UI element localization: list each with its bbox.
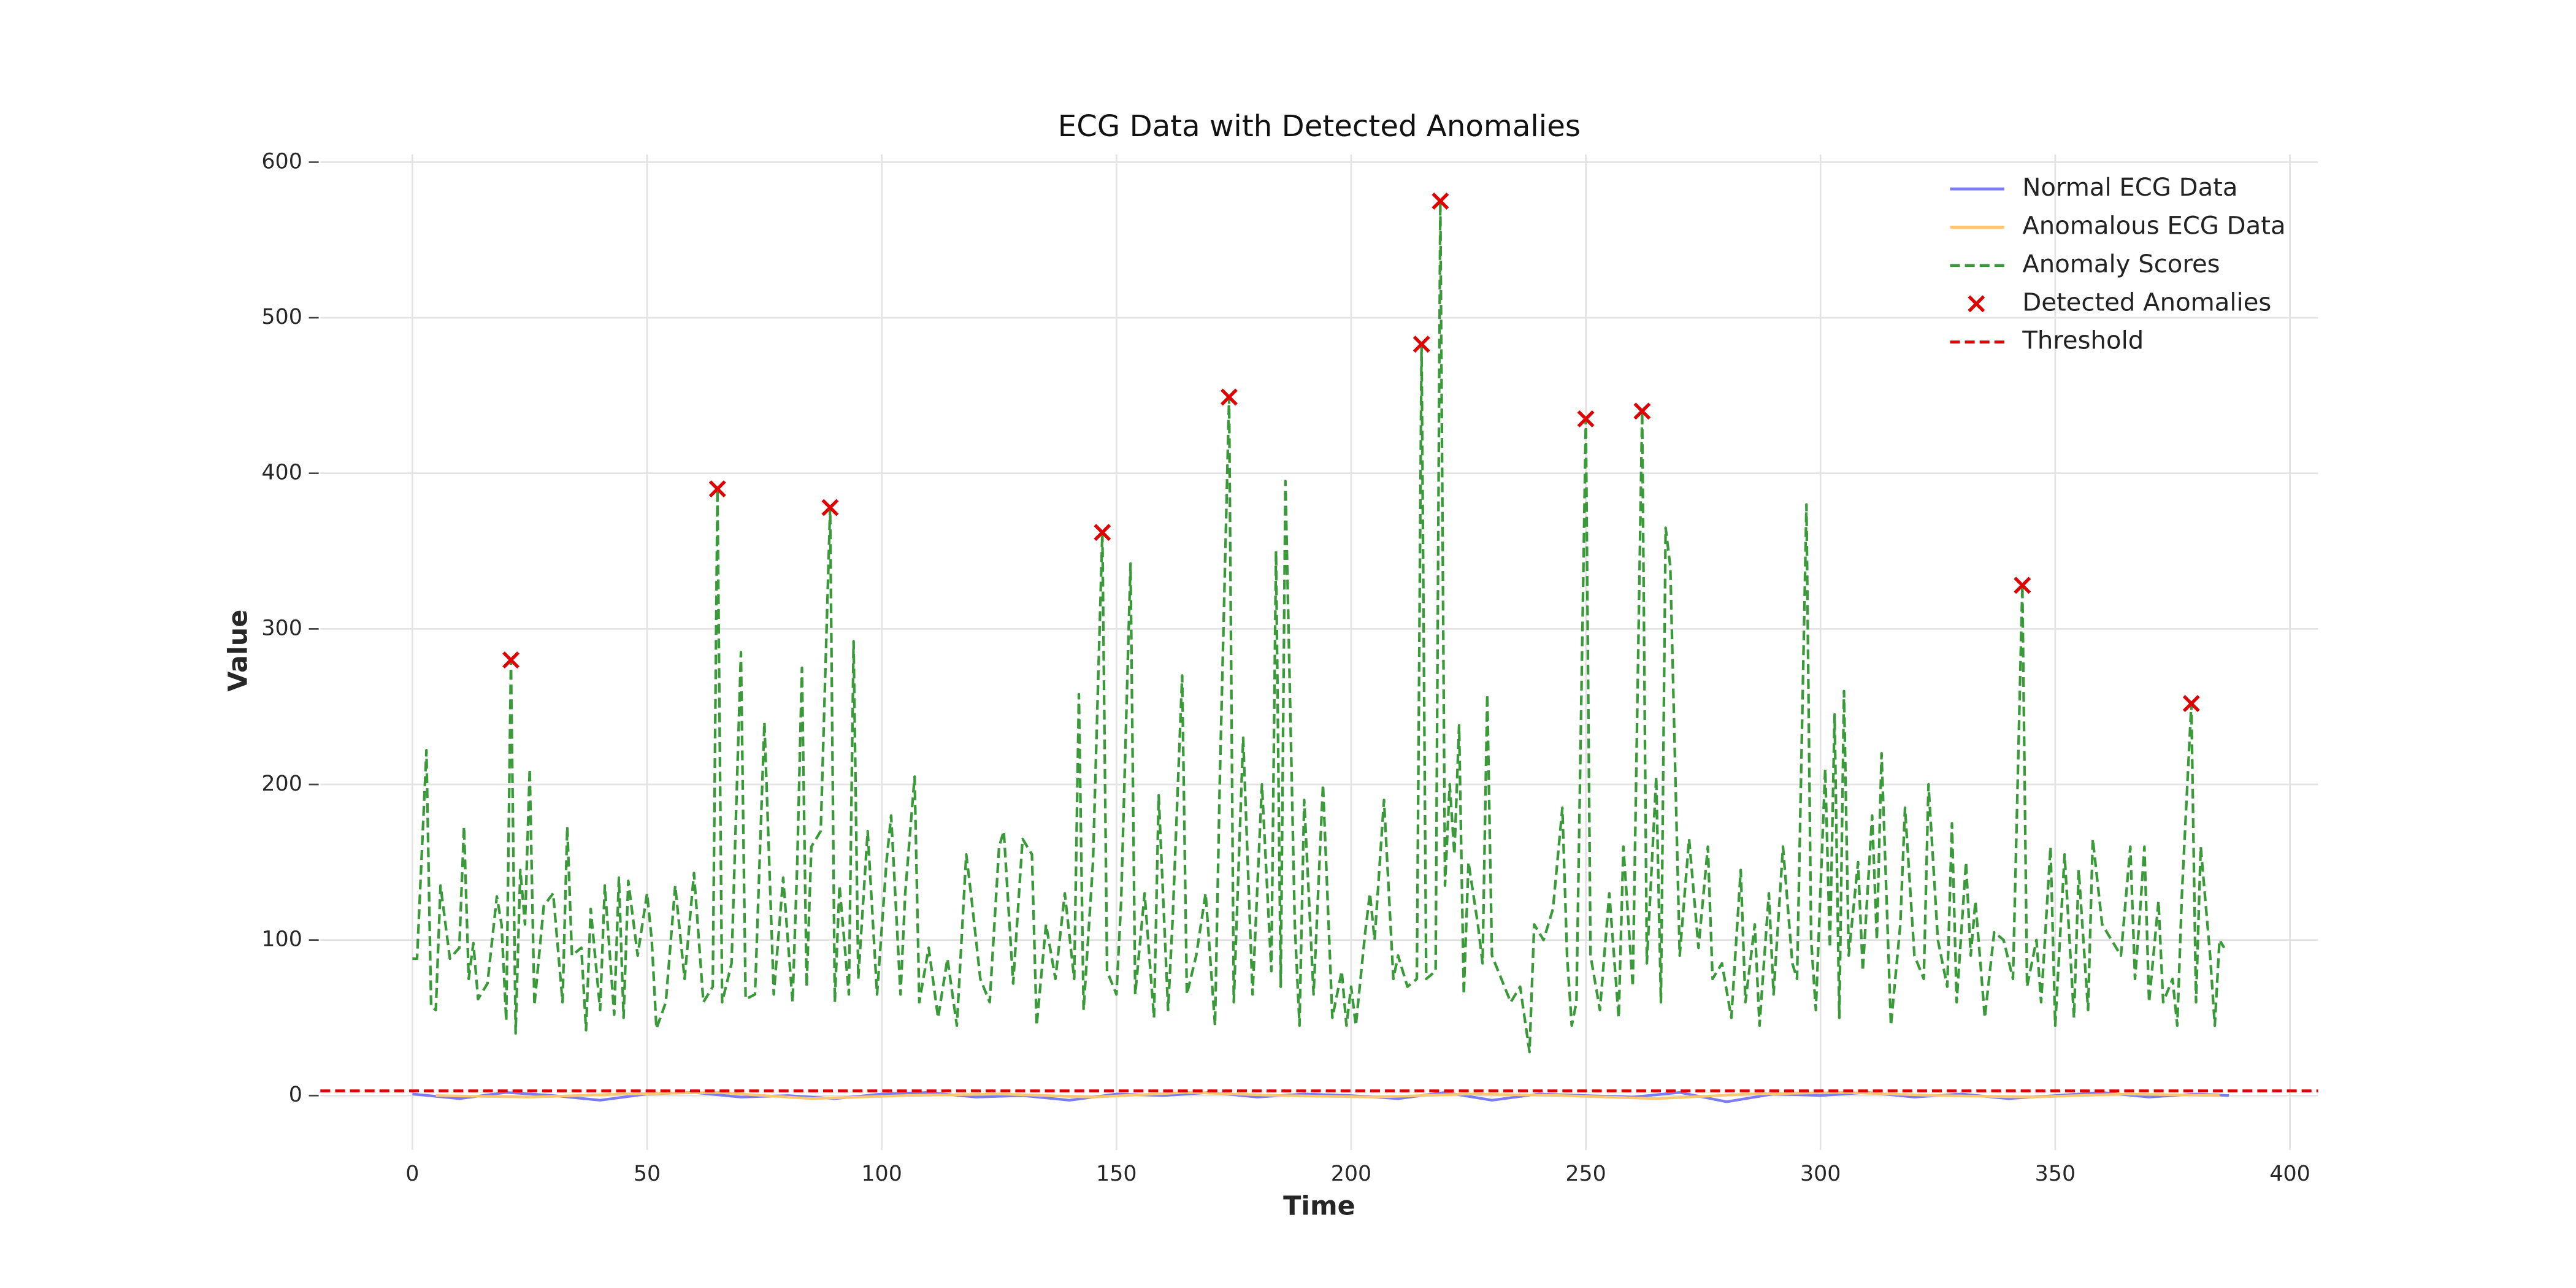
- chart-title: ECG Data with Detected Anomalies: [1058, 109, 1581, 144]
- legend-swatch: [1968, 295, 1985, 313]
- y-tick-label: 0: [289, 1083, 302, 1107]
- anomaly-marker: [1577, 410, 1595, 427]
- anomaly-marker: [2182, 695, 2200, 713]
- anomaly-marker: [1633, 402, 1651, 420]
- x-tick-label: 350: [2035, 1162, 2076, 1186]
- x-tick-label: 150: [1096, 1162, 1137, 1186]
- anomaly-marker: [2014, 577, 2031, 594]
- y-tick-label: 100: [261, 927, 302, 952]
- x-tick-label: 300: [1800, 1162, 1841, 1186]
- series-line: [435, 1091, 2220, 1100]
- x-tick-label: 100: [861, 1162, 902, 1186]
- y-tick-label: 600: [261, 149, 302, 174]
- legend-label: Normal ECG Data: [2022, 174, 2237, 202]
- legend-label: Detected Anomalies: [2022, 288, 2271, 316]
- legend-label: Threshold: [2022, 327, 2144, 355]
- y-tick-label: 300: [261, 616, 302, 640]
- x-tick-label: 50: [634, 1162, 661, 1186]
- y-tick-label: 500: [261, 305, 302, 329]
- legend-label: Anomaly Scores: [2022, 250, 2220, 278]
- y-tick-label: 200: [261, 772, 302, 796]
- anomaly-marker: [1094, 524, 1111, 542]
- anomaly-marker: [708, 480, 726, 498]
- x-tick-label: 200: [1331, 1162, 1371, 1186]
- anomaly-marker: [821, 499, 839, 516]
- plot-area: [320, 192, 2318, 1103]
- anomaly-marker: [1413, 335, 1430, 353]
- series-line: [412, 199, 2226, 1054]
- legend: Normal ECG Data Anomalous ECG Data Anomaly…: [1950, 174, 2286, 355]
- x-tick-label: 0: [405, 1162, 419, 1186]
- legend-label: Anomalous ECG Data: [2022, 212, 2285, 240]
- x-tick-label: 250: [1565, 1162, 1606, 1186]
- x-axis-label: Time: [1283, 1190, 1355, 1221]
- anomaly-marker: [502, 651, 519, 669]
- anomaly-marker: [1221, 388, 1238, 406]
- x-tick-label: 400: [2269, 1162, 2310, 1186]
- y-tick-label: 400: [261, 461, 302, 485]
- anomaly-marker: [1432, 192, 1449, 210]
- y-axis-label: Value: [223, 610, 254, 692]
